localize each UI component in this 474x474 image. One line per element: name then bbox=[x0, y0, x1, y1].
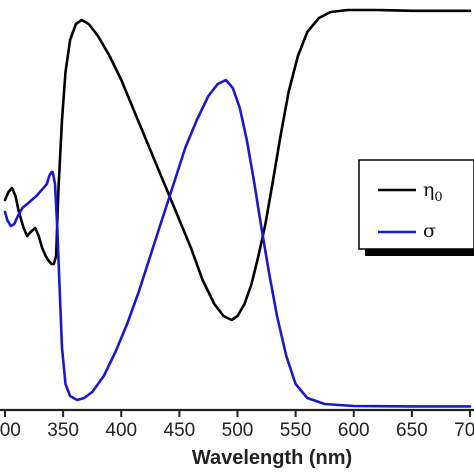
series-line-sigma bbox=[3, 78, 472, 408]
x-tick-label: 300 bbox=[0, 420, 21, 441]
legend: η0 σ bbox=[358, 159, 474, 256]
x-tick-label: 400 bbox=[105, 420, 137, 441]
x-tick-label: 550 bbox=[280, 420, 312, 441]
x-axis-title: Wavelength (nm) bbox=[192, 447, 352, 469]
legend-box bbox=[358, 159, 474, 250]
x-tick-label: 600 bbox=[338, 420, 370, 441]
x-tick-label: 650 bbox=[396, 420, 428, 441]
x-tick-label: 450 bbox=[164, 420, 196, 441]
x-ticks: 300 350 400 450 500 550 600 650 700 bbox=[0, 410, 474, 441]
x-tick-label: 700 bbox=[454, 420, 474, 441]
plot-lines bbox=[3, 8, 472, 408]
legend-label-eta0: η0 bbox=[423, 179, 443, 205]
legend-label-sigma: σ bbox=[423, 220, 436, 242]
x-tick-label: 500 bbox=[222, 420, 254, 441]
x-tick-label: 350 bbox=[47, 420, 79, 441]
x-axis: 300 350 400 450 500 550 600 650 700 bbox=[0, 408, 474, 441]
series-line-eta0 bbox=[3, 8, 472, 322]
